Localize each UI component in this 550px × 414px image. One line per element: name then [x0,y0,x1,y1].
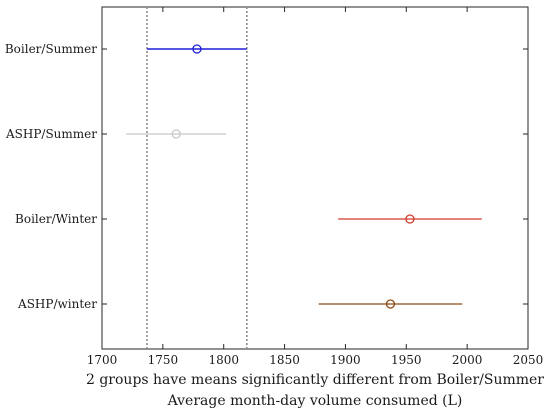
x-tick-label-1: 1750 [148,353,179,367]
x-tick-label-2: 1800 [208,353,239,367]
mean-marker-1[interactable] [171,129,181,139]
y-tick-label-1: ASHP/Summer [5,127,97,141]
x-tick-label-3: 1850 [269,353,300,367]
x-tick-label-6: 2000 [452,353,483,367]
mean-marker-2[interactable] [405,214,415,224]
y-tick-label-0: Boiler/Summer [5,42,97,56]
y-tick-label-2: Boiler/Winter [15,212,97,226]
x-tick-label-4: 1900 [330,353,361,367]
x-tick-label-7: 2050 [513,353,544,367]
mean-marker-0[interactable] [192,44,202,54]
x-axis-label: Average month-day volume consumed (L) [167,393,463,409]
mean-marker-3[interactable] [385,299,396,309]
x-tick-label-0: 1700 [87,353,118,367]
x-tick-label-5: 1950 [391,353,422,367]
chart-caption: 2 groups have means significantly differ… [86,372,544,388]
y-tick-label-3: ASHP/winter [17,297,97,311]
plot-area [101,6,529,350]
